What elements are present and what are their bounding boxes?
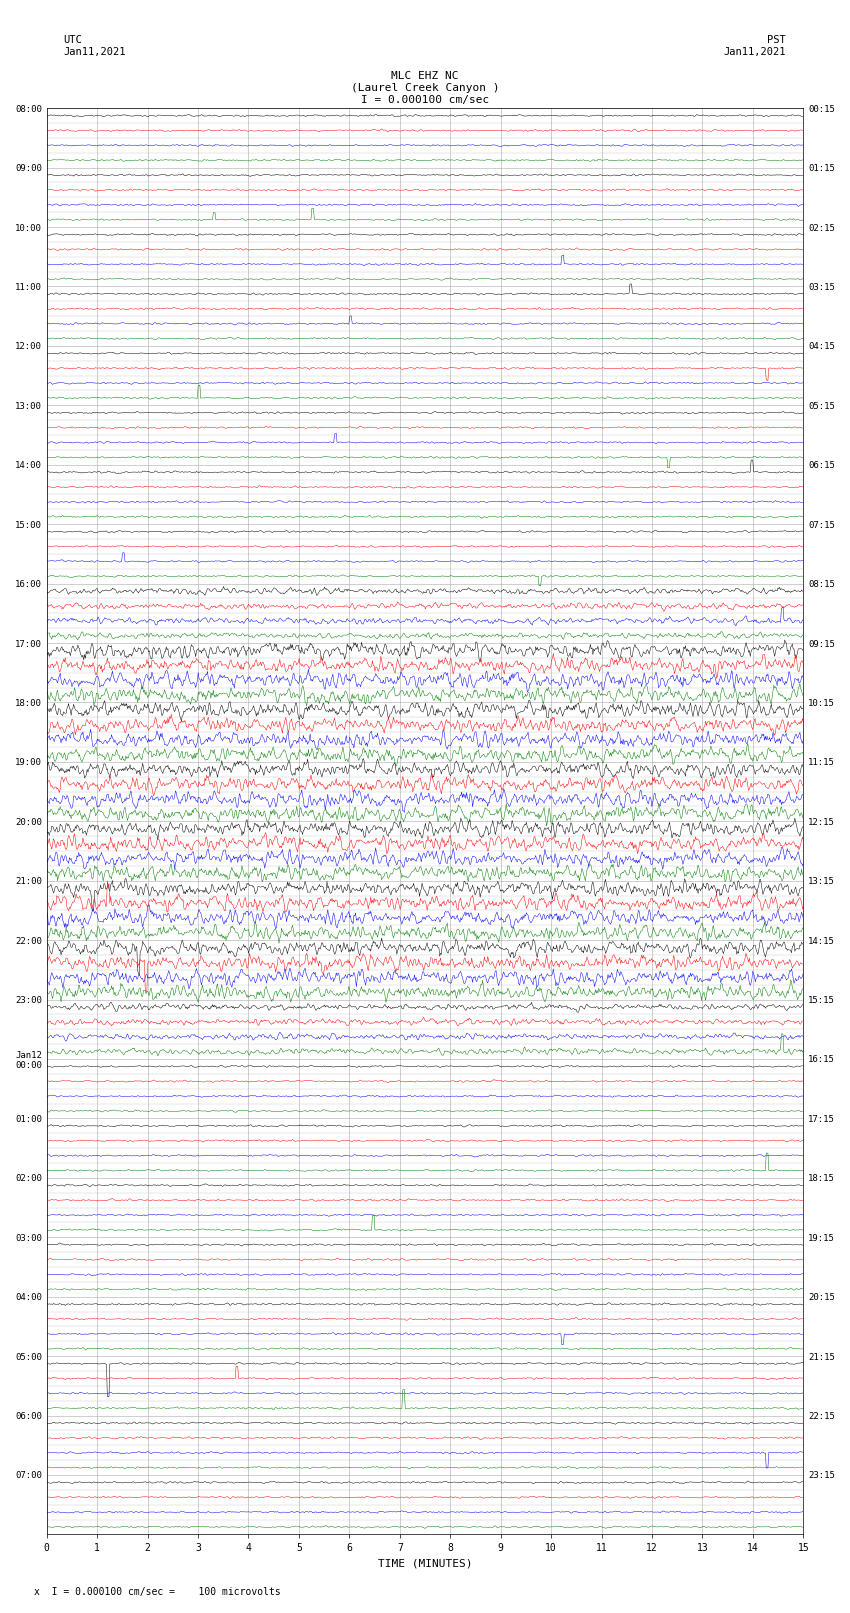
Text: PST: PST	[768, 35, 786, 45]
Text: x  I = 0.000100 cm/sec =    100 microvolts: x I = 0.000100 cm/sec = 100 microvolts	[34, 1587, 280, 1597]
Text: Jan11,2021: Jan11,2021	[64, 47, 127, 56]
Text: UTC: UTC	[64, 35, 82, 45]
Title: MLC EHZ NC
(Laurel Creek Canyon )
I = 0.000100 cm/sec: MLC EHZ NC (Laurel Creek Canyon ) I = 0.…	[351, 71, 499, 105]
X-axis label: TIME (MINUTES): TIME (MINUTES)	[377, 1560, 473, 1569]
Text: Jan11,2021: Jan11,2021	[723, 47, 786, 56]
